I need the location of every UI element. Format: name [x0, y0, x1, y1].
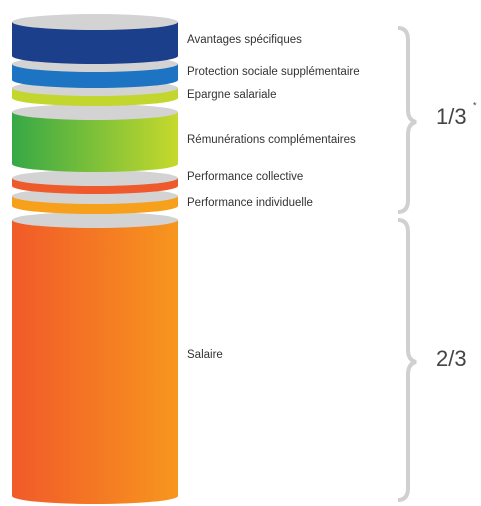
- layer-top: [12, 14, 178, 30]
- brace: [398, 220, 416, 500]
- layer-top: [12, 170, 178, 186]
- bracket-note: *: [473, 100, 477, 110]
- layer-top: [12, 104, 178, 120]
- labels: Avantages spécifiques Protection sociale …: [187, 34, 360, 361]
- brace: [398, 28, 416, 212]
- bracket-label: 1/3: [436, 104, 467, 129]
- layer-label: Performance collective: [187, 171, 303, 183]
- diagram: Avantages spécifiques Protection sociale …: [0, 0, 481, 506]
- layer-label: Epargne salariale: [187, 89, 277, 101]
- layer-label: Salaire: [187, 349, 223, 361]
- layer-body: [12, 220, 178, 496]
- layer-label: Performance individuelle: [187, 197, 313, 209]
- bracket-label: 2/3: [436, 346, 467, 371]
- layer-label: Protection sociale supplémentaire: [187, 66, 360, 78]
- layer-top: [12, 212, 178, 228]
- layer-label: Avantages spécifiques: [187, 34, 302, 46]
- layer-label: Rémunérations complémentaires: [187, 134, 356, 146]
- cylinder: [12, 14, 178, 504]
